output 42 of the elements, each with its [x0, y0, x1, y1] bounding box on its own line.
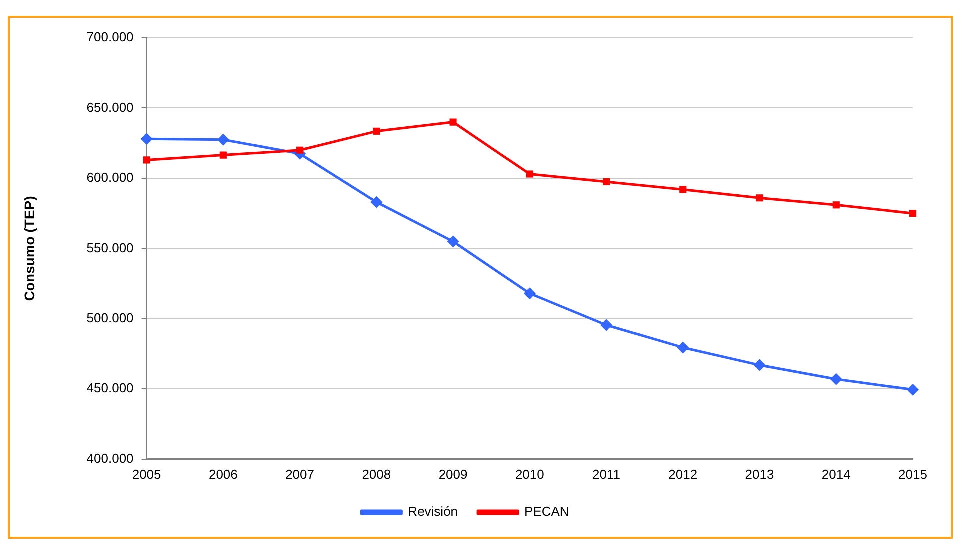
- x-tick-label: 2014: [822, 466, 851, 482]
- point: [217, 134, 230, 146]
- point: [907, 384, 919, 396]
- point: [754, 359, 766, 372]
- x-tick-label: 2013: [745, 466, 774, 482]
- x-tick-label: 2010: [515, 466, 544, 482]
- point: [524, 288, 536, 300]
- legend-label: PECAN: [524, 504, 570, 520]
- point: [526, 170, 534, 178]
- point: [677, 342, 690, 354]
- y-tick-label: 700.000: [86, 30, 134, 45]
- y-tick-label: 450.000: [86, 380, 134, 396]
- legend-label: Revisión: [408, 504, 458, 520]
- x-tick-label: 2006: [208, 466, 238, 482]
- x-tick-label: 2005: [132, 466, 162, 482]
- x-tick-label: 2012: [668, 466, 698, 482]
- point: [680, 186, 687, 194]
- point: [140, 133, 153, 146]
- point: [756, 194, 764, 202]
- x-tick-label: 2015: [898, 466, 928, 482]
- y-tick-label: 500.000: [86, 310, 134, 326]
- x-tick-label: 2009: [438, 466, 468, 482]
- point: [832, 202, 840, 209]
- y-tick-label: 550.000: [86, 240, 134, 256]
- y-tick-label: 600.000: [86, 170, 134, 186]
- point: [296, 146, 304, 154]
- point: [909, 210, 917, 218]
- point: [450, 118, 457, 126]
- x-tick-label: 2007: [286, 466, 314, 482]
- y-axis-title: Consumo (TEP): [21, 196, 38, 302]
- point: [220, 152, 227, 159]
- y-tick-label: 650.000: [86, 100, 134, 115]
- point: [143, 156, 150, 164]
- point: [447, 236, 460, 248]
- point: [602, 178, 610, 186]
- x-tick-label: 2011: [592, 466, 620, 482]
- point: [830, 373, 842, 386]
- point: [600, 319, 613, 332]
- x-tick-label: 2008: [362, 466, 392, 482]
- point: [370, 196, 383, 208]
- point: [373, 128, 380, 135]
- y-tick-label: 400.000: [86, 450, 134, 466]
